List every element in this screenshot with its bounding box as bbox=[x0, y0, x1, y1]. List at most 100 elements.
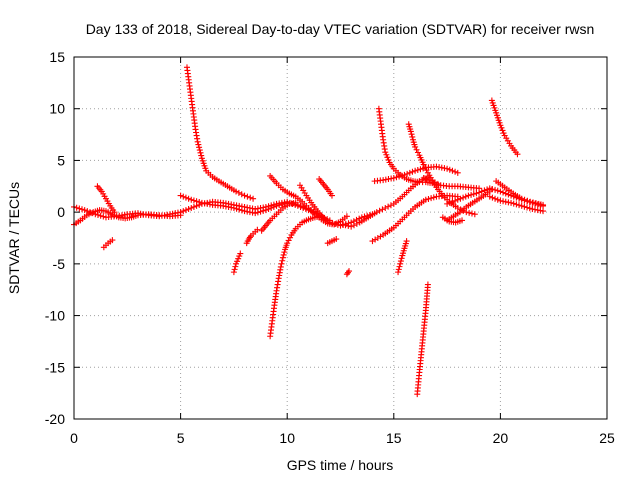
data-point bbox=[196, 144, 203, 151]
y-tick-label: 10 bbox=[49, 101, 65, 117]
data-point bbox=[237, 250, 244, 257]
data-point bbox=[397, 260, 404, 267]
series-arc-v bbox=[414, 281, 431, 398]
data-point bbox=[233, 188, 240, 195]
data-point bbox=[449, 167, 456, 174]
data-point bbox=[470, 191, 477, 198]
data-point bbox=[494, 196, 501, 203]
data-point bbox=[444, 165, 451, 172]
data-point bbox=[182, 207, 189, 214]
data-point bbox=[190, 197, 197, 204]
data-point bbox=[540, 201, 547, 208]
data-point bbox=[446, 199, 453, 206]
data-point bbox=[185, 195, 192, 202]
data-point bbox=[500, 130, 507, 137]
data-point bbox=[265, 206, 272, 213]
y-axis-label: SDTVAR / TECUs bbox=[6, 182, 22, 294]
series-arc-c bbox=[94, 183, 118, 216]
data-point bbox=[241, 192, 248, 199]
data-point bbox=[190, 203, 197, 210]
data-point bbox=[423, 176, 430, 183]
series-arc-q bbox=[375, 105, 442, 189]
data-point bbox=[457, 195, 464, 202]
data-point bbox=[430, 194, 437, 201]
data-point bbox=[420, 175, 427, 182]
y-tick-label: 5 bbox=[57, 152, 65, 168]
y-tick-label: -15 bbox=[45, 359, 65, 375]
data-point bbox=[328, 192, 335, 199]
data-point bbox=[403, 238, 410, 245]
data-point bbox=[76, 205, 83, 212]
data-point bbox=[409, 168, 416, 175]
data-point bbox=[395, 269, 402, 276]
data-point bbox=[398, 255, 405, 262]
data-point bbox=[395, 266, 402, 273]
data-point bbox=[518, 202, 525, 209]
data-point bbox=[420, 165, 427, 172]
data-point bbox=[348, 223, 355, 230]
data-point bbox=[404, 170, 411, 177]
series-arc-ac bbox=[439, 214, 466, 226]
series-arc-ab bbox=[486, 193, 547, 215]
series-arc-n bbox=[324, 236, 340, 247]
data-point bbox=[486, 193, 493, 200]
data-point bbox=[278, 260, 285, 267]
data-point bbox=[396, 173, 403, 180]
data-point bbox=[500, 189, 507, 196]
data-point bbox=[459, 217, 466, 224]
data-point bbox=[188, 205, 195, 212]
data-point bbox=[530, 199, 537, 206]
data-point bbox=[481, 187, 488, 194]
x-tick-label: 20 bbox=[493, 430, 509, 446]
data-point bbox=[446, 166, 453, 173]
data-point bbox=[177, 212, 184, 219]
data-point bbox=[466, 209, 473, 216]
data-point bbox=[188, 196, 195, 203]
data-point bbox=[232, 263, 239, 270]
data-point bbox=[432, 179, 439, 186]
series-arc-o bbox=[343, 268, 353, 278]
data-point bbox=[281, 249, 288, 256]
series-arc-d bbox=[100, 237, 116, 251]
data-point bbox=[236, 206, 243, 213]
data-point bbox=[516, 202, 523, 209]
data-point bbox=[397, 258, 404, 265]
data-point bbox=[396, 263, 403, 270]
data-point bbox=[279, 257, 286, 264]
data-layer bbox=[71, 64, 547, 398]
data-point bbox=[488, 186, 495, 193]
chart-title: Day 133 of 2018, Sidereal Day-to-day VTE… bbox=[86, 21, 595, 37]
data-point bbox=[513, 201, 520, 208]
data-point bbox=[73, 204, 80, 211]
data-point bbox=[521, 203, 528, 210]
data-point bbox=[476, 189, 483, 196]
data-point bbox=[343, 213, 350, 220]
data-point bbox=[452, 197, 459, 204]
data-point bbox=[497, 122, 504, 129]
data-point bbox=[233, 205, 240, 212]
data-point bbox=[233, 260, 240, 267]
data-point bbox=[180, 193, 187, 200]
data-point bbox=[398, 172, 405, 179]
data-point bbox=[78, 206, 85, 213]
data-point bbox=[412, 143, 419, 150]
data-point bbox=[111, 209, 118, 216]
data-point bbox=[390, 175, 397, 182]
data-point bbox=[468, 210, 475, 217]
data-point bbox=[401, 171, 408, 178]
data-point bbox=[231, 266, 238, 273]
data-point bbox=[262, 207, 269, 214]
data-point bbox=[514, 151, 521, 158]
data-point bbox=[408, 131, 415, 138]
data-point bbox=[300, 203, 307, 210]
data-point bbox=[333, 236, 340, 243]
data-point bbox=[449, 198, 456, 205]
data-point bbox=[353, 220, 360, 227]
data-point bbox=[194, 138, 201, 145]
series-arc-l bbox=[296, 182, 329, 224]
data-point bbox=[407, 128, 414, 135]
data-point bbox=[454, 169, 461, 176]
data-point bbox=[195, 141, 202, 148]
data-point bbox=[454, 205, 461, 212]
